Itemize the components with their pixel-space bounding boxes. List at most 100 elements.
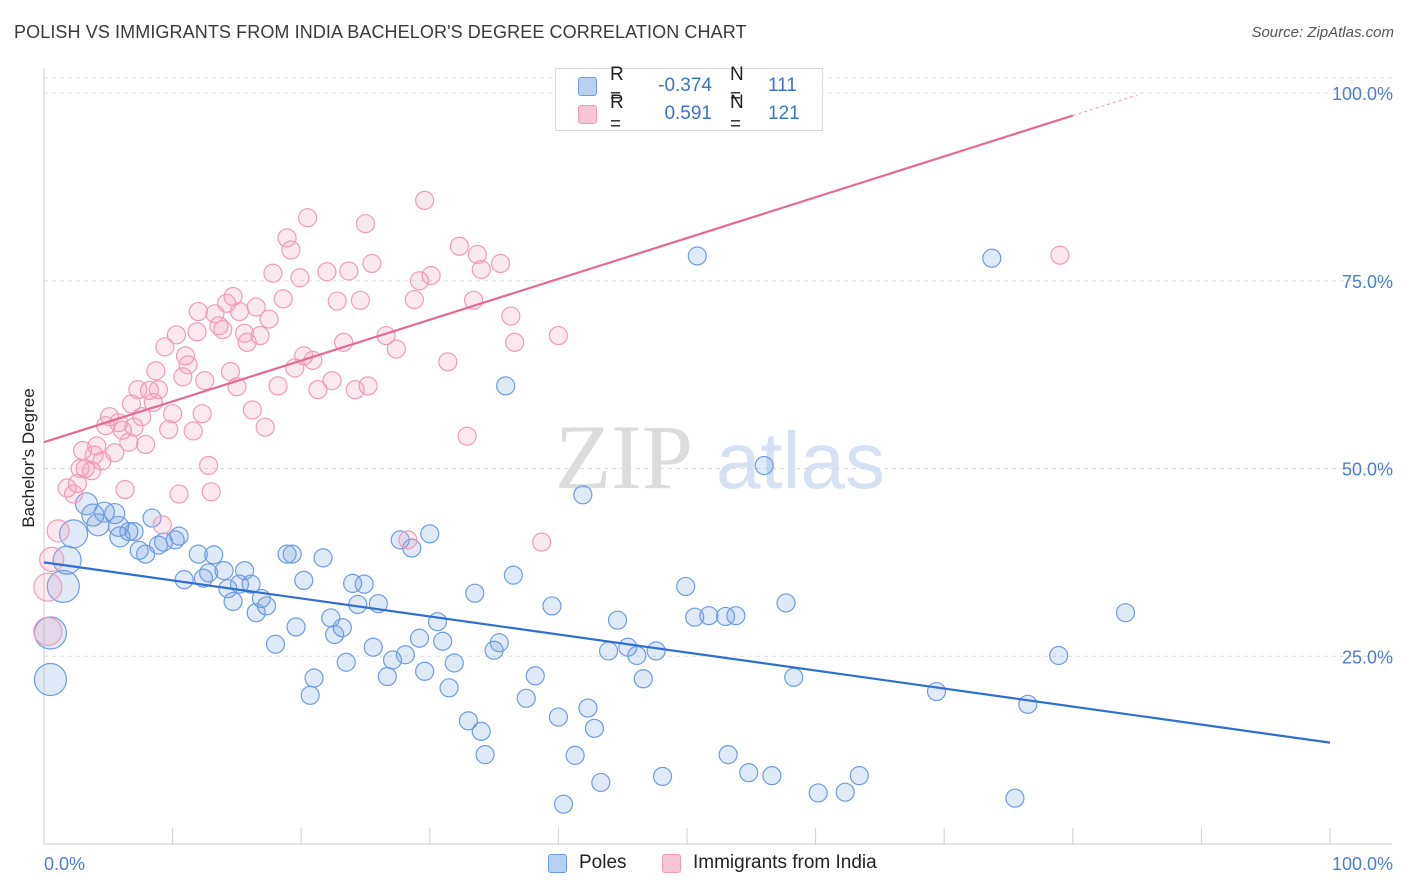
india-point: [39, 546, 65, 572]
india-point: [505, 332, 525, 352]
poles-point: [256, 596, 277, 616]
poles-point: [304, 668, 324, 688]
poles-point: [548, 707, 569, 727]
india-point: [112, 420, 133, 440]
poles-point: [174, 570, 194, 590]
stats-legend-row-poles: R = -0.374 N = 111: [578, 64, 797, 107]
poles-point: [573, 485, 593, 505]
poles-point: [395, 645, 415, 665]
poles-point: [726, 606, 746, 626]
india-point: [345, 380, 365, 400]
india-point: [105, 443, 125, 463]
india-point: [350, 290, 370, 310]
legend-item-poles[interactable]: Poles: [548, 852, 627, 874]
india-point: [188, 301, 208, 322]
india-point: [152, 515, 172, 535]
poles-point: [598, 641, 619, 661]
poles-point: [415, 661, 435, 681]
india-point: [398, 530, 418, 550]
india-point: [173, 367, 193, 387]
stats-legend-row-india: R = 0.591 N = 121: [578, 92, 800, 135]
india-point: [213, 319, 233, 340]
india-point: [501, 306, 521, 326]
india-point: [115, 479, 135, 500]
india-point: [327, 291, 347, 311]
india-point: [187, 322, 207, 342]
y-tick-label: 75.0%: [1342, 272, 1393, 292]
india-point: [155, 337, 175, 357]
poles-point: [223, 591, 243, 612]
poles-point: [439, 678, 459, 698]
india-point: [119, 432, 139, 452]
n-label: N =: [730, 64, 744, 107]
india-point: [255, 417, 275, 437]
india-point: [33, 616, 63, 647]
poles-point: [784, 667, 804, 687]
india-point: [490, 253, 511, 274]
poles-point: [214, 561, 234, 581]
poles-point: [294, 570, 314, 591]
poles-point: [363, 637, 383, 657]
poles-point: [652, 766, 673, 787]
poles-point: [542, 596, 562, 616]
poles-point: [525, 666, 545, 686]
x-tick-label: 0.0%: [44, 854, 85, 874]
n-value: 111: [768, 75, 797, 96]
india-point: [548, 325, 569, 346]
y-tick-label: 100.0%: [1332, 84, 1393, 104]
india-point: [63, 484, 84, 504]
india-point: [209, 316, 229, 336]
india-point: [362, 253, 382, 274]
india-point: [290, 268, 310, 288]
india-point: [201, 482, 221, 502]
india-point: [135, 434, 156, 455]
x-tick-label: 100.0%: [1332, 854, 1393, 874]
legend-label-india: Immigrants from India: [693, 852, 877, 873]
legend-item-india[interactable]: Immigrants from India: [662, 852, 877, 874]
poles-point: [1005, 788, 1025, 808]
poles-point: [553, 794, 574, 814]
x-tick-labels: 0.0% 100.0%: [44, 854, 1393, 874]
india-point: [471, 259, 491, 280]
india-point: [277, 228, 297, 248]
india-point: [192, 404, 212, 424]
poles-point: [715, 606, 736, 627]
poles-point: [739, 763, 759, 783]
chart-title: POLISH VS IMMIGRANTS FROM INDIA BACHELOR…: [14, 22, 747, 42]
poles-point: [607, 610, 628, 630]
india-point: [334, 332, 354, 352]
poles-point: [165, 530, 185, 550]
poles-point: [496, 376, 516, 396]
poles-point: [336, 652, 356, 672]
poles-point: [188, 544, 208, 564]
india-point: [532, 532, 552, 552]
series-poles-points: [33, 246, 1136, 814]
poles-point: [204, 545, 224, 565]
india-point: [67, 473, 88, 494]
n-value: 121: [768, 103, 800, 124]
poles-trend-line: [43, 561, 1331, 744]
r-value: 0.591: [664, 103, 712, 124]
india-point: [246, 297, 266, 317]
poles-point: [926, 681, 947, 702]
poles-point: [489, 633, 509, 653]
watermark-zip: ZIP: [555, 406, 693, 508]
poles-point: [354, 574, 374, 594]
poles-point: [699, 606, 719, 626]
poles-point: [633, 669, 653, 689]
india-point: [229, 301, 250, 322]
india-point: [242, 400, 262, 420]
poles-point: [420, 524, 440, 544]
poles-point: [58, 519, 89, 549]
india-point: [404, 289, 424, 310]
poles-point: [835, 782, 855, 802]
poles-point: [458, 711, 478, 731]
india-swatch: [578, 104, 597, 124]
poles-point: [584, 718, 605, 738]
trend-lines: [43, 94, 1331, 744]
n-label: N =: [730, 92, 744, 135]
india-point: [355, 214, 376, 234]
poles-point: [325, 624, 345, 645]
india-point: [46, 519, 70, 543]
